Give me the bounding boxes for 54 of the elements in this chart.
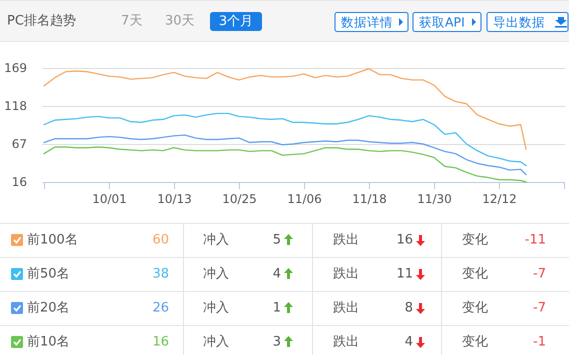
text: -11 <box>524 232 546 248</box>
text: 冲入 <box>203 300 229 316</box>
text: 38 <box>152 266 169 282</box>
text: 跌出 <box>333 232 359 248</box>
text: 冲入 <box>203 334 229 350</box>
x-tick-label: 11/30 <box>417 192 452 206</box>
y-tick-label: 169 <box>4 61 27 75</box>
line-series <box>43 146 527 183</box>
legend-label: 前50名 <box>27 266 70 282</box>
text: -1 <box>533 334 546 350</box>
text: 变化 <box>462 334 488 350</box>
x-tick-label: 10/13 <box>157 192 192 206</box>
y-tick-label: 67 <box>12 137 27 151</box>
x-tick-label: 11/18 <box>352 192 387 206</box>
text: 7天 <box>121 14 142 28</box>
legend-label: 前10名 <box>27 334 70 350</box>
y-tick-label: 16 <box>12 175 27 189</box>
text: 跌出 <box>333 266 359 282</box>
chart-title: PC排名趋势 <box>7 14 76 28</box>
text: 冲入 <box>203 232 229 248</box>
text: 5 <box>272 232 281 248</box>
text: 4 <box>404 334 413 350</box>
legend-label: 前100名 <box>27 232 78 248</box>
text: -7 <box>533 266 546 282</box>
text: 变化 <box>462 300 488 316</box>
line-series <box>43 68 527 150</box>
legend-label: 前20名 <box>27 300 70 316</box>
text: 1 <box>272 300 281 316</box>
x-tick-label: 12/12 <box>482 192 517 206</box>
text: 冲入 <box>203 266 229 282</box>
text: 3 <box>272 334 281 350</box>
x-tick-label: 10/01 <box>92 192 127 206</box>
y-tick-label: 118 <box>4 99 27 113</box>
text: 3个月 <box>218 14 254 29</box>
x-tick-label: 11/06 <box>287 192 322 206</box>
text: 导出数据 <box>493 14 545 30</box>
text: 11 <box>396 266 413 282</box>
text: 16 <box>152 334 169 350</box>
line-series <box>43 134 527 176</box>
text: 16 <box>396 232 413 248</box>
x-tick-label: 10/25 <box>222 192 257 206</box>
text: 跌出 <box>333 334 359 350</box>
text: -7 <box>533 300 546 316</box>
text: 数据详情 <box>341 14 393 30</box>
text: 变化 <box>462 266 488 282</box>
text: 8 <box>404 300 413 316</box>
text: 4 <box>272 266 281 282</box>
text: 跌出 <box>333 300 359 316</box>
text: 30天 <box>165 14 195 28</box>
line-series <box>43 112 527 166</box>
text: 60 <box>152 232 169 248</box>
text: 26 <box>152 300 169 316</box>
text: 获取API <box>419 14 465 30</box>
text: 变化 <box>462 232 488 248</box>
